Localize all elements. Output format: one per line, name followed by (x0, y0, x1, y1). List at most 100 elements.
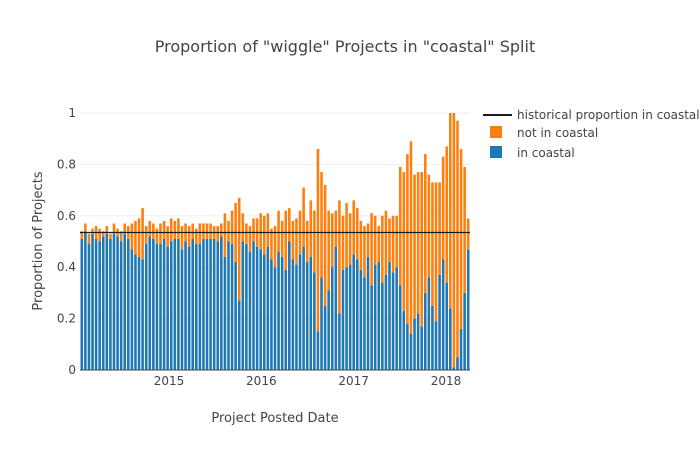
y-tick-label: 0.4 (57, 260, 76, 274)
bar-not-in-coastal (381, 215, 384, 283)
bar-in-coastal (159, 244, 162, 370)
bar-in-coastal (366, 256, 370, 370)
y-tick-label: 0 (68, 363, 76, 377)
bar-in-coastal (123, 233, 127, 370)
bar-not-in-coastal (445, 146, 449, 283)
bar-not-in-coastal (216, 226, 220, 242)
x-axis-ticks: 2015 2016 2017 2018 (154, 374, 462, 388)
bar-not-in-coastal (284, 210, 288, 270)
bar-in-coastal (177, 238, 180, 370)
bar-not-in-coastal (209, 223, 212, 239)
bar-not-in-coastal (413, 174, 416, 319)
bar-not-in-coastal (166, 226, 169, 247)
legend: historical proportion in coastal not in … (483, 108, 700, 160)
bar-not-in-coastal (309, 200, 313, 257)
bar-not-in-coastal (248, 226, 252, 252)
bar-in-coastal (449, 308, 452, 370)
bar-not-in-coastal (338, 200, 341, 314)
bar-in-coastal (334, 246, 338, 370)
bar-in-coastal (395, 267, 398, 370)
bar-not-in-coastal (320, 172, 323, 278)
bar-not-in-coastal (302, 187, 305, 247)
bar-in-coastal (162, 238, 166, 370)
legend-swatch-in-coastal (490, 146, 502, 158)
bar-not-in-coastal (327, 210, 330, 291)
bar-in-coastal (370, 285, 373, 370)
bar-not-in-coastal (141, 208, 144, 260)
bar-in-coastal (84, 231, 87, 370)
bar-not-in-coastal (245, 223, 248, 245)
bar-in-coastal (248, 251, 252, 370)
bar-in-coastal (198, 244, 202, 370)
bar-not-in-coastal (370, 213, 373, 286)
bar-in-coastal (463, 292, 466, 370)
bar-not-in-coastal (130, 223, 134, 250)
bar-not-in-coastal (466, 218, 470, 250)
bar-not-in-coastal (241, 213, 245, 242)
chart-title: Proportion of "wiggle" Projects in "coas… (155, 37, 535, 56)
bar-in-coastal (459, 328, 463, 370)
bar-in-coastal (291, 259, 295, 370)
y-tick-label: 0.2 (57, 312, 76, 326)
bar-not-in-coastal (313, 210, 316, 273)
bar-in-coastal (241, 241, 245, 370)
bar-in-coastal (409, 334, 413, 370)
bar-in-coastal (212, 238, 216, 370)
bar-not-in-coastal (359, 220, 363, 270)
y-axis-ticks: 0 0.2 0.4 0.6 0.8 1 (57, 106, 76, 377)
bar-not-in-coastal (395, 215, 398, 268)
bar-in-coastal (266, 246, 270, 370)
bar-in-coastal (87, 244, 91, 370)
legend-swatch-not-in-coastal (490, 126, 502, 138)
bar-not-in-coastal (155, 228, 159, 245)
bar-in-coastal (466, 249, 470, 370)
bar-in-coastal (434, 321, 438, 370)
bar-not-in-coastal (259, 213, 262, 250)
bar-not-in-coastal (345, 202, 348, 268)
bar-not-in-coastal (452, 113, 456, 368)
bar-in-coastal (109, 238, 112, 370)
bar-not-in-coastal (352, 200, 356, 255)
bar-not-in-coastal (427, 174, 431, 278)
bar-not-in-coastal (84, 223, 87, 232)
bar-not-in-coastal (137, 218, 141, 257)
bar-in-coastal (130, 249, 134, 370)
bar-in-coastal (359, 269, 363, 370)
bar-not-in-coastal (109, 233, 112, 239)
bar-in-coastal (155, 244, 159, 370)
bar-in-coastal (173, 238, 177, 370)
bar-in-coastal (194, 244, 198, 370)
bar-in-coastal (80, 238, 84, 370)
bar-in-coastal (413, 318, 416, 370)
bar-not-in-coastal (363, 226, 366, 278)
bar-not-in-coastal (119, 231, 123, 242)
bar-not-in-coastal (123, 223, 127, 234)
bar-not-in-coastal (438, 182, 441, 275)
bar-in-coastal (230, 244, 234, 370)
legend-label-not-in-coastal: not in coastal (517, 126, 598, 140)
bar-in-coastal (187, 246, 191, 370)
bar-not-in-coastal (273, 226, 277, 268)
bar-in-coastal (377, 262, 381, 370)
bar-in-coastal (406, 323, 409, 370)
bar-in-coastal (152, 238, 155, 370)
bar-not-in-coastal (434, 182, 438, 322)
bar-not-in-coastal (252, 218, 255, 242)
y-tick-label: 1 (68, 106, 76, 120)
not-in-coastal-bars (80, 113, 470, 368)
y-axis-title: Proportion of Projects (31, 171, 46, 310)
bar-not-in-coastal (348, 213, 352, 265)
bar-in-coastal (234, 262, 237, 370)
bar-in-coastal (184, 241, 187, 370)
bar-in-coastal (101, 236, 105, 370)
bar-in-coastal (202, 238, 205, 370)
bar-not-in-coastal (456, 120, 459, 358)
bar-in-coastal (313, 272, 316, 370)
legend-label-historical: historical proportion in coastal (517, 108, 700, 122)
x-tick-label: 2017 (338, 374, 369, 388)
bar-not-in-coastal (177, 218, 180, 239)
bar-in-coastal (338, 313, 341, 370)
bar-in-coastal (305, 262, 309, 370)
bar-in-coastal (180, 249, 184, 370)
bar-not-in-coastal (101, 231, 105, 237)
